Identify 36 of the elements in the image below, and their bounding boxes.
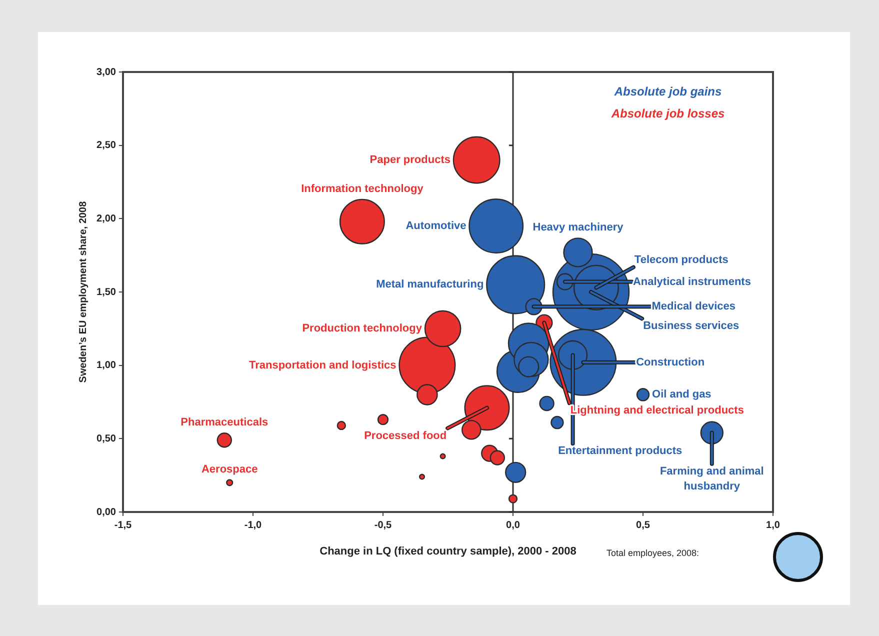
annotation: Pharmaceuticals (180, 416, 268, 429)
text: Absolute job gains (613, 84, 722, 98)
annotation: Production technology (302, 322, 423, 335)
y-tick-label: 2,50 (96, 140, 116, 152)
annotation: Paper products (370, 154, 450, 166)
x-axis-title: Change in LQ (fixed country sample), 2000 - 2008 (320, 545, 576, 558)
annotation: Automotive (406, 220, 466, 232)
annotation: Medical devices (652, 300, 736, 313)
annotation: Analytical instruments (632, 276, 751, 288)
y-tick-label: 3,00 (96, 66, 116, 78)
y-tick-label: 0,00 (96, 506, 116, 518)
annotation: Business services (643, 320, 740, 332)
annotation: Information technology (301, 182, 424, 195)
text: Absolute job losses (610, 106, 725, 120)
annotation: Construction (636, 356, 705, 368)
y-axis-title: Sweden’s EU employment share, 2008 (78, 200, 89, 383)
x-tick-label: -0,5 (374, 520, 392, 531)
annotation: Oil and gas (652, 388, 712, 401)
y-tick-label: 1,50 (96, 286, 116, 298)
annotation: Heavy machinery (532, 222, 624, 234)
y-tick-label: 2,00 (96, 213, 116, 224)
x-tick-label: 1,0 (766, 520, 780, 531)
annotation: Farming and animal husbandry (660, 465, 764, 492)
y-tick-label: 0,50 (96, 433, 116, 444)
annotation: Aerospace (201, 463, 258, 476)
x-tick-label: 0,0 (506, 520, 520, 531)
x-tick-label: 0,5 (636, 520, 650, 531)
annotation: Processed food (364, 430, 447, 442)
annotation: Transportation and logistics (248, 359, 396, 372)
x-tick-label: -1,5 (114, 520, 132, 531)
x-tick-label: -1,0 (244, 520, 262, 531)
annotation: Telecom products (634, 254, 728, 266)
annotation: Metal manufacturing (376, 278, 484, 291)
text: Total employees, 2008: (606, 548, 699, 558)
y-tick-label: 1,00 (96, 360, 116, 372)
annotation: Entertainment products (558, 445, 682, 458)
